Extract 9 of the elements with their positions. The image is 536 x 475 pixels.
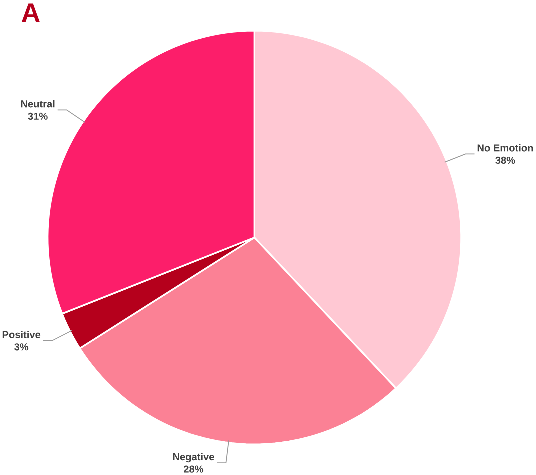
slice-label: Positive (2, 330, 41, 338)
data-label: 38% (496, 156, 516, 164)
slice-label: Neutral (21, 100, 55, 108)
slice-label: Negative (173, 453, 214, 463)
slice-label: No Emotion (478, 144, 534, 152)
data-label: 28% (184, 466, 204, 473)
data-label: 3% (14, 344, 29, 351)
chart-title: A (22, 4, 40, 22)
data-label: 31% (28, 112, 48, 120)
